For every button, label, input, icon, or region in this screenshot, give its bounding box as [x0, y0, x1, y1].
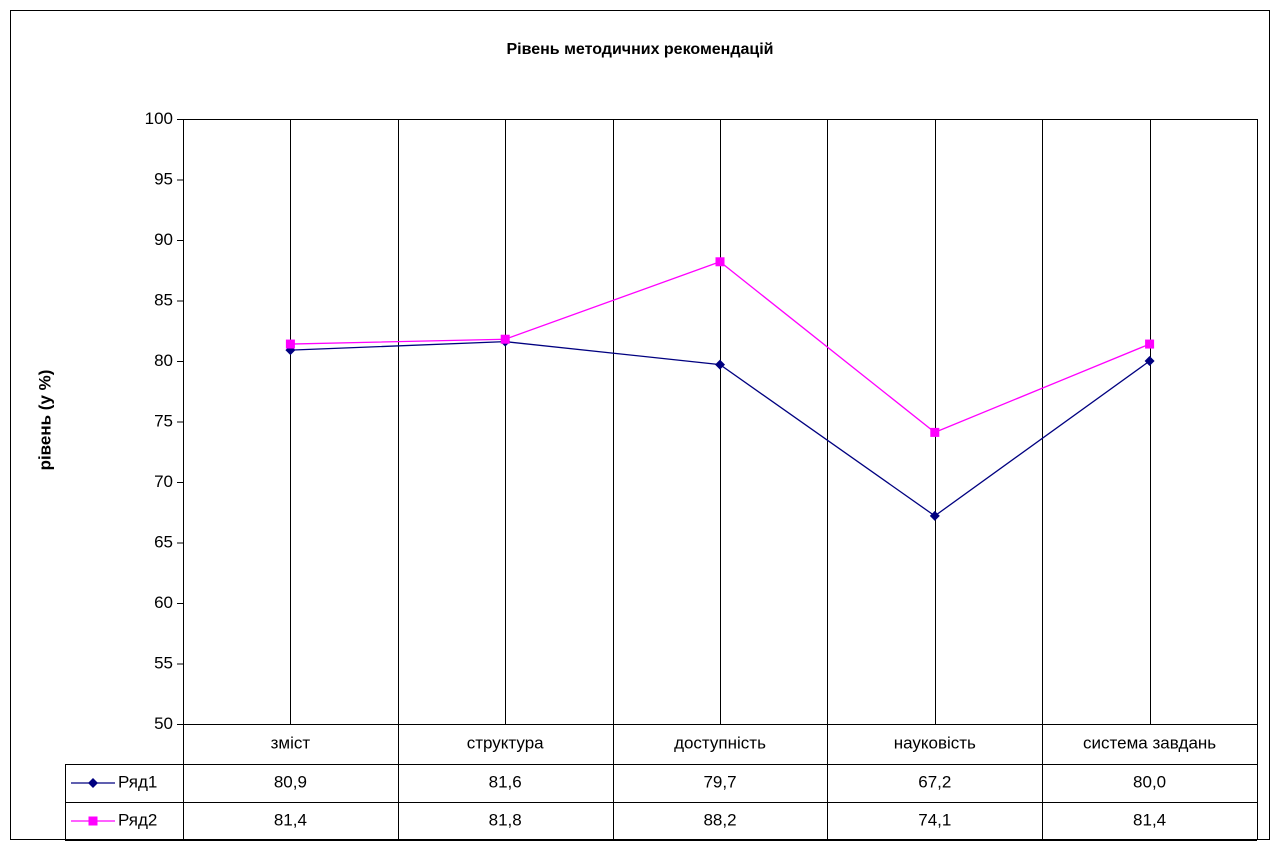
table-value: 88,2: [703, 810, 736, 829]
marker: [715, 359, 725, 370]
y-tick-label: 65: [154, 532, 173, 551]
y-tick-label: 55: [154, 653, 173, 672]
y-tick-label: 80: [154, 351, 173, 370]
legend-label: Ряд2: [118, 810, 157, 829]
table-value: 79,7: [703, 772, 736, 791]
marker: [500, 334, 510, 344]
chart-title: Рівень методичних рекомендацій: [506, 41, 773, 58]
y-tick-label: 70: [154, 472, 173, 491]
marker: [1144, 356, 1155, 366]
table-value: 81,6: [489, 772, 522, 791]
marker: [715, 257, 725, 267]
x-tick-label: науковість: [894, 733, 976, 752]
x-tick-label: система завдань: [1083, 733, 1216, 752]
table-value: 81,8: [489, 810, 522, 829]
legend-key-marker: [88, 778, 98, 788]
y-tick-label: 75: [154, 411, 173, 430]
table-value: 74,1: [918, 810, 951, 829]
x-tick-label: доступність: [674, 733, 766, 752]
y-tick-label: 50: [154, 714, 173, 733]
legend-key-marker: [88, 816, 98, 826]
x-tick-label: зміст: [271, 733, 311, 752]
chart-border: [10, 10, 1270, 840]
y-tick-label: 60: [154, 593, 173, 612]
marker: [930, 427, 940, 437]
marker: [285, 339, 295, 349]
table-value: 80,0: [1133, 772, 1166, 791]
x-tick-label: структура: [467, 733, 544, 752]
marker: [1145, 339, 1155, 349]
marker: [929, 510, 940, 521]
table-value: 81,4: [274, 810, 307, 829]
y-tick-label: 85: [154, 290, 173, 309]
table-value: 81,4: [1133, 810, 1166, 829]
legend-label: Ряд1: [118, 772, 157, 791]
y-tick-label: 90: [154, 230, 173, 249]
y-tick-label: 100: [145, 109, 173, 128]
y-tick-label: 95: [154, 169, 173, 188]
y-axis-label: рівень (у %): [35, 370, 54, 471]
table-value: 67,2: [918, 772, 951, 791]
table-value: 80,9: [274, 772, 307, 791]
